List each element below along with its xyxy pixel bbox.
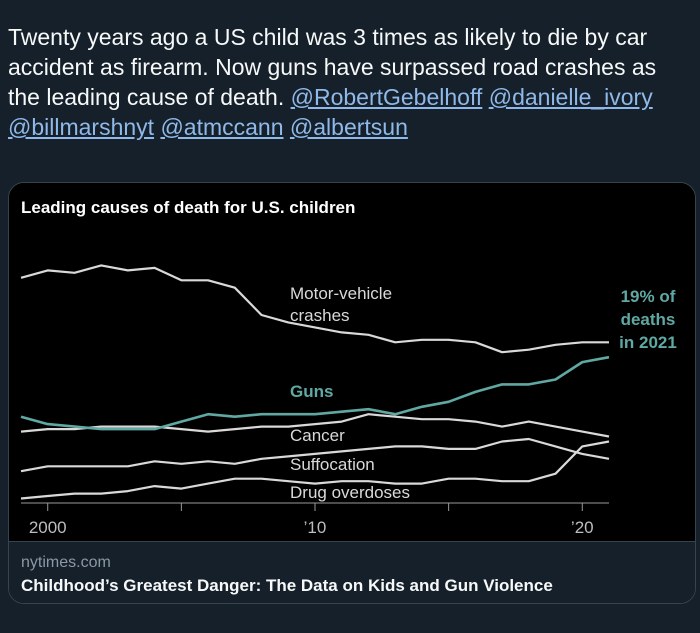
mention-danielle-ivory[interactable]: @danielle_ivory [488, 84, 653, 110]
label-motor-vehicle-line2: crashes [290, 306, 350, 325]
line-chart: Leading causes of death for U.S. childre… [20, 198, 677, 537]
label-motor-vehicle-line1: Motor-vehicle [290, 284, 392, 303]
chart-image: Leading causes of death for U.S. childre… [9, 183, 695, 541]
x-tick-label-0: 2000 [29, 518, 67, 537]
chart-title: Leading causes of death for U.S. childre… [21, 198, 355, 217]
link-card[interactable]: Leading causes of death for U.S. childre… [8, 182, 696, 604]
label-guns: Guns [290, 382, 333, 401]
mention-atmccann[interactable]: @atmccann [160, 114, 284, 140]
x-tick-label-2: ’10 [304, 518, 327, 537]
card-title[interactable]: Childhood’s Greatest Danger: The Data on… [21, 576, 553, 595]
annotation-line1: 19% of [621, 287, 676, 306]
series-line-drug-overdoses [20, 440, 610, 500]
label-drug-overdoses: Drug overdoses [290, 483, 410, 502]
series-line-cancer [20, 413, 610, 438]
tweet-body: Twenty years ago a US child was 3 times … [8, 24, 657, 110]
series-line-motor-vehicle-crashes [20, 264, 609, 354]
card-footer[interactable]: nytimes.com Childhood’s Greatest Danger:… [9, 541, 695, 603]
series-line-guns [20, 355, 610, 431]
mention-albertsun[interactable]: @albertsun [289, 114, 408, 140]
mention-robertgebelhoff[interactable]: @RobertGebelhoff [290, 84, 483, 110]
series-line-suffocation [20, 437, 610, 473]
annotation-line3: in 2021 [619, 333, 677, 352]
card-domain: nytimes.com [21, 554, 111, 571]
annotation-line2: deaths [621, 310, 676, 329]
label-cancer: Cancer [290, 426, 345, 445]
mention-billmarshnyt[interactable]: @billmarshnyt [8, 114, 155, 140]
x-tick-label-4: ’20 [571, 518, 594, 537]
tweet-text: Twenty years ago a US child was 3 times … [8, 22, 688, 142]
label-suffocation: Suffocation [290, 455, 375, 474]
